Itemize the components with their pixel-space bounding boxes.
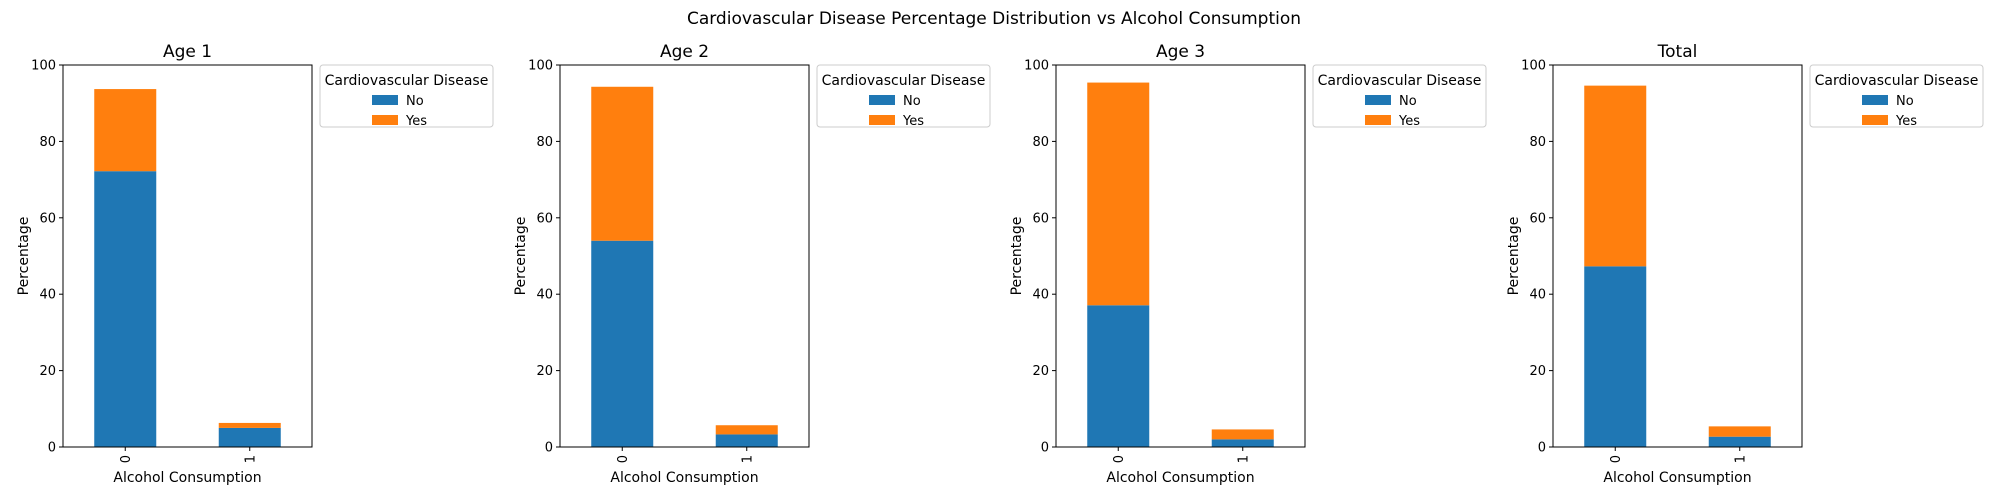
legend: Cardiovascular Disease No Yes [816,64,991,129]
y-axis-label: Percentage [513,217,529,296]
y-tick-label: 100 [528,59,553,74]
subplot-title: Age 2 [660,42,709,62]
legend-swatch-yes [1862,115,1888,125]
x-tick-label: 1 [740,455,755,463]
subplot-title: Age 1 [163,42,212,62]
figure-suptitle: Cardiovascular Disease Percentage Distri… [687,9,1301,29]
y-tick-label: 40 [1529,288,1546,303]
y-tick-label: 80 [1529,135,1546,150]
x-tick-label: 0 [1609,455,1624,463]
legend-label-yes: Yes [405,114,427,129]
x-tick-label: 1 [1236,455,1251,463]
legend-label-yes: Yes [1895,114,1917,129]
y-tick-label: 100 [1024,59,1049,74]
y-tick-label: 80 [1032,135,1049,150]
bar-no-1 [1211,439,1274,447]
legend-swatch-yes [372,115,398,125]
y-tick-label: 0 [1041,441,1049,456]
legend-swatch-no [1862,95,1888,105]
bar-yes-1 [1708,426,1771,437]
y-tick-label: 100 [1521,59,1546,74]
legend-label-no: No [1896,94,1914,109]
y-tick-label: 0 [545,441,553,456]
bar-yes-0 [1087,82,1150,306]
subplot-3: 0 20 40 60 80 100 0 1 Age 3 Alcohol Consumption Pe… [1009,42,1487,486]
y-tick-label: 80 [39,135,56,150]
legend: Cardiovascular Disease No Yes [1809,64,1984,129]
y-tick-label: 60 [1032,211,1049,226]
legend: Cardiovascular Disease No Yes [1312,64,1487,129]
legend-title: Cardiovascular Disease [1318,73,1482,89]
y-tick-label: 40 [39,288,56,303]
bar-yes-0 [94,89,157,172]
bar-no-0 [1087,305,1150,447]
legend-swatch-no [869,95,895,105]
legend-frame [816,64,991,128]
x-tick-label: 0 [119,455,134,463]
bar-yes-0 [1584,85,1647,267]
x-axis-label: Alcohol Consumption [1603,470,1751,486]
y-tick-label: 100 [31,59,56,74]
legend-swatch-no [1365,95,1391,105]
legend-label-yes: Yes [1398,114,1420,129]
bar-no-1 [218,427,281,447]
y-tick-label: 60 [536,211,553,226]
y-tick-label: 60 [39,211,56,226]
y-tick-label: 20 [39,364,56,379]
y-tick-label: 80 [536,135,553,150]
bar-yes-1 [715,425,778,435]
legend-swatch-no [372,95,398,105]
bar-yes-0 [591,86,654,241]
bar-yes-1 [218,422,281,428]
x-axis-label: Alcohol Consumption [1106,470,1254,486]
bar-yes-1 [1211,429,1274,440]
legend-title: Cardiovascular Disease [822,73,986,89]
legend-frame [1809,64,1984,128]
bar-no-1 [715,434,778,447]
axes-frame [1055,64,1306,448]
legend-title: Cardiovascular Disease [1815,73,1979,89]
axes-frame [559,64,810,448]
subplot-4: 0 20 40 60 80 100 0 1 Total Alcohol Consumption Pe… [1506,42,1984,486]
subplot-1: 0 20 40 60 80 100 0 1 Age 1 Alcohol Consumption Pe… [16,42,494,486]
y-tick-label: 40 [536,288,553,303]
y-tick-label: 40 [1032,288,1049,303]
legend-label-no: No [1399,94,1417,109]
legend-title: Cardiovascular Disease [325,73,489,89]
y-tick-label: 60 [1529,211,1546,226]
legend-label-no: No [406,94,424,109]
subplot-title: Total [1657,42,1698,62]
bar-no-0 [1584,266,1647,447]
bar-no-0 [591,240,654,447]
y-tick-label: 20 [1529,364,1546,379]
subplot-title: Age 3 [1156,42,1205,62]
bar-no-0 [94,171,157,447]
x-tick-label: 0 [616,455,631,463]
y-tick-label: 0 [48,441,56,456]
legend-swatch-yes [869,115,895,125]
legend: Cardiovascular Disease No Yes [319,64,494,129]
legend-label-yes: Yes [902,114,924,129]
x-axis-label: Alcohol Consumption [113,470,261,486]
y-tick-label: 20 [1032,364,1049,379]
legend-label-no: No [903,94,921,109]
subplot-2: 0 20 40 60 80 100 0 1 Age 2 Alcohol Consumption Pe… [513,42,991,486]
y-axis-label: Percentage [16,217,32,296]
x-tick-label: 1 [1733,455,1748,463]
legend-frame [1312,64,1487,128]
y-axis-label: Percentage [1506,217,1522,296]
y-tick-label: 0 [1538,441,1546,456]
axes-frame [1552,64,1803,448]
axes-frame [62,64,313,448]
x-axis-label: Alcohol Consumption [610,470,758,486]
legend-swatch-yes [1365,115,1391,125]
y-tick-label: 20 [536,364,553,379]
y-axis-label: Percentage [1009,217,1025,296]
x-tick-label: 0 [1112,455,1127,463]
x-tick-label: 1 [243,455,258,463]
bar-no-1 [1708,436,1771,447]
legend-frame [319,64,494,128]
